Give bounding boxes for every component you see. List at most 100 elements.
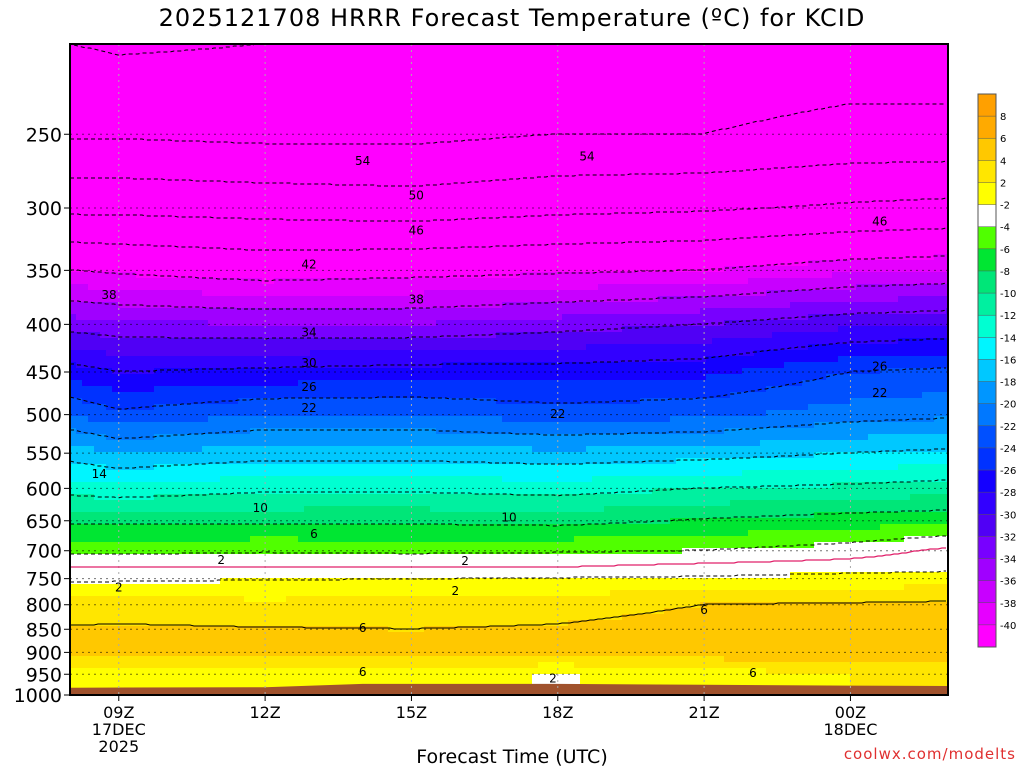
heat-cell bbox=[880, 170, 887, 177]
heat-cell bbox=[460, 230, 467, 237]
heat-cell bbox=[592, 92, 599, 99]
heat-cell bbox=[544, 194, 551, 201]
heat-cell bbox=[250, 116, 257, 123]
heat-cell bbox=[718, 176, 725, 183]
heat-cell bbox=[274, 116, 281, 123]
heat-cell bbox=[388, 56, 395, 63]
heat-cell bbox=[754, 44, 761, 51]
heat-cell bbox=[568, 182, 575, 189]
heat-cell bbox=[796, 182, 803, 189]
heat-cell bbox=[934, 200, 941, 207]
heat-cell bbox=[274, 158, 281, 165]
heat-cell bbox=[238, 104, 245, 111]
heat-cell bbox=[226, 128, 233, 135]
heat-cell bbox=[496, 104, 503, 111]
heat-cell bbox=[802, 188, 809, 195]
heat-cell bbox=[700, 242, 707, 249]
heat-cell bbox=[250, 188, 257, 195]
heat-cell bbox=[118, 188, 125, 195]
heat-cell bbox=[532, 122, 539, 129]
heat-cell bbox=[634, 50, 641, 57]
heat-cell bbox=[94, 68, 101, 75]
heat-cell bbox=[316, 44, 323, 51]
heat-cell bbox=[610, 92, 617, 99]
heat-cell bbox=[652, 230, 659, 237]
heat-cell bbox=[508, 50, 515, 57]
heat-cell bbox=[346, 242, 353, 249]
heat-cell bbox=[820, 104, 827, 111]
heat-cell bbox=[658, 80, 665, 87]
heat-cell bbox=[742, 146, 749, 153]
heat-cell bbox=[742, 56, 749, 63]
heat-cell bbox=[694, 80, 701, 87]
heat-cell bbox=[916, 116, 923, 123]
heat-cell bbox=[748, 92, 755, 99]
heat-cell bbox=[160, 74, 167, 81]
heat-cell bbox=[184, 200, 191, 207]
heat-cell bbox=[544, 74, 551, 81]
heat-cell bbox=[604, 104, 611, 111]
heat-cell bbox=[580, 116, 587, 123]
heat-cell bbox=[88, 104, 95, 111]
heat-cell bbox=[244, 134, 251, 141]
heat-cell bbox=[622, 242, 629, 249]
heat-cell bbox=[286, 74, 293, 81]
heat-cell bbox=[334, 152, 341, 159]
heat-cell bbox=[136, 170, 143, 177]
heat-cell bbox=[364, 224, 371, 231]
heat-cell bbox=[784, 230, 791, 237]
heat-cell bbox=[754, 110, 761, 117]
heat-cell bbox=[484, 98, 491, 105]
heat-cell bbox=[508, 116, 515, 123]
heat-cell bbox=[568, 188, 575, 195]
heat-cell bbox=[850, 206, 857, 213]
heat-cell bbox=[670, 152, 677, 159]
heat-cell bbox=[190, 128, 197, 135]
heat-cell bbox=[112, 236, 119, 243]
heat-cell bbox=[880, 134, 887, 141]
heat-cell bbox=[406, 104, 413, 111]
heat-cell bbox=[472, 212, 479, 219]
heat-cell bbox=[376, 188, 383, 195]
heat-cell bbox=[484, 194, 491, 201]
heat-cell bbox=[790, 218, 797, 225]
heat-cell bbox=[94, 230, 101, 237]
heat-cell bbox=[886, 122, 893, 129]
heat-cell bbox=[160, 86, 167, 93]
heat-cell bbox=[136, 224, 143, 231]
heat-cell bbox=[712, 116, 719, 123]
heat-cell bbox=[652, 176, 659, 183]
heat-cell bbox=[904, 170, 911, 177]
heat-cell bbox=[82, 68, 89, 75]
heat-cell bbox=[148, 98, 155, 105]
heat-cell bbox=[634, 158, 641, 165]
heat-cell bbox=[628, 206, 635, 213]
heat-cell bbox=[892, 116, 899, 123]
heat-cell bbox=[502, 230, 509, 237]
heat-cell bbox=[442, 140, 449, 147]
heat-cell bbox=[532, 140, 539, 147]
heat-cell bbox=[442, 170, 449, 177]
heat-cell bbox=[214, 242, 221, 249]
heat-cell bbox=[106, 140, 113, 147]
heat-cell bbox=[592, 224, 599, 231]
heat-cell bbox=[490, 56, 497, 63]
heat-cell bbox=[406, 182, 413, 189]
heat-cell bbox=[466, 230, 473, 237]
heat-cell bbox=[148, 86, 155, 93]
heat-cell bbox=[826, 158, 833, 165]
heat-cell bbox=[568, 146, 575, 153]
heat-cell bbox=[904, 62, 911, 69]
heat-cell bbox=[838, 206, 845, 213]
heat-cell bbox=[850, 218, 857, 225]
heat-cell bbox=[814, 194, 821, 201]
heat-cell bbox=[412, 158, 419, 165]
heat-cell bbox=[520, 188, 527, 195]
heat-cell bbox=[310, 62, 317, 69]
heat-cell bbox=[124, 158, 131, 165]
heat-cell bbox=[598, 230, 605, 237]
heat-cell bbox=[358, 152, 365, 159]
heat-cell bbox=[658, 122, 665, 129]
heat-cell bbox=[154, 236, 161, 243]
heat-cell bbox=[646, 122, 653, 129]
